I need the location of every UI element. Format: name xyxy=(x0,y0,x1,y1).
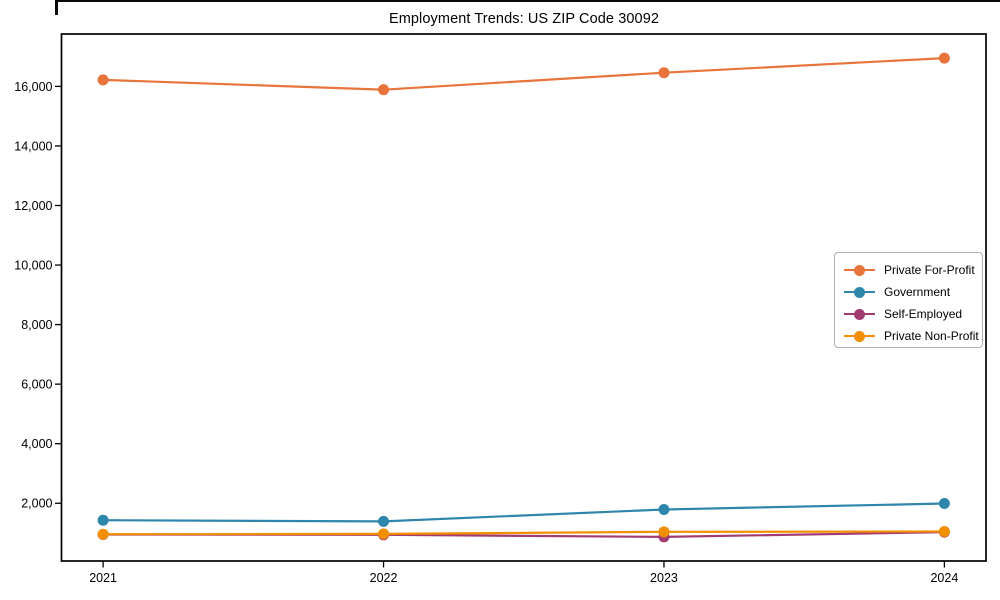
y-axis-tick-label: 4,000 xyxy=(21,437,52,451)
series-point-private-for-profit xyxy=(658,67,670,79)
y-axis-tick-label: 8,000 xyxy=(21,318,52,332)
series-point-private-non-profit xyxy=(938,526,950,538)
series-point-private-non-profit xyxy=(97,528,109,540)
series-point-private-for-profit xyxy=(938,52,950,64)
series-point-private-for-profit xyxy=(378,84,390,96)
legend-item-private-non-profit: Private Non-Profit xyxy=(844,325,982,347)
legend-line-marker-icon xyxy=(844,286,875,298)
x-axis-tick-label: 2022 xyxy=(370,571,398,585)
chart-title: Employment Trends: US ZIP Code 30092 xyxy=(388,11,660,27)
series-point-private-for-profit xyxy=(97,74,109,86)
legend-line-marker-icon xyxy=(844,264,875,276)
legend-line-marker-icon xyxy=(844,308,875,320)
y-axis-tick-label: 16,000 xyxy=(14,80,52,94)
legend-label: Private For-Profit xyxy=(884,263,975,277)
y-axis-tick-label: 14,000 xyxy=(14,139,52,153)
series-line-private-non-profit xyxy=(103,530,945,536)
window-corner-notch xyxy=(55,2,58,15)
series-point-government xyxy=(938,498,950,510)
window-top-edge xyxy=(55,0,1000,2)
y-axis-tick-label: 2,000 xyxy=(21,497,52,511)
legend-item-government: Government xyxy=(844,281,982,303)
y-axis-tick-label: 10,000 xyxy=(14,259,52,273)
legend-item-private-for-profit: Private For-Profit xyxy=(844,259,982,281)
series-line-government xyxy=(103,502,945,523)
series-point-government xyxy=(97,514,109,526)
series-point-private-non-profit xyxy=(378,528,390,540)
series-point-government xyxy=(658,503,670,515)
legend-line-marker-icon xyxy=(844,330,875,342)
series-point-private-non-profit xyxy=(658,526,670,538)
legend: Private For-Profit Government Self-Emplo… xyxy=(834,252,983,348)
plot-frame xyxy=(60,33,987,562)
legend-item-self-employed: Self-Employed xyxy=(844,303,982,325)
x-axis-tick-label: 2021 xyxy=(89,571,117,585)
legend-label: Self-Employed xyxy=(884,307,963,321)
series-line-private-for-profit xyxy=(103,57,945,91)
y-axis-tick-label: 12,000 xyxy=(14,199,52,213)
legend-label: Private Non-Profit xyxy=(884,329,979,343)
y-axis-tick-label: 6,000 xyxy=(21,378,52,392)
x-axis-tick-label: 2024 xyxy=(930,571,958,585)
x-axis-tick-label: 2023 xyxy=(650,571,678,585)
legend-label: Government xyxy=(884,285,951,299)
series-point-government xyxy=(378,515,390,527)
